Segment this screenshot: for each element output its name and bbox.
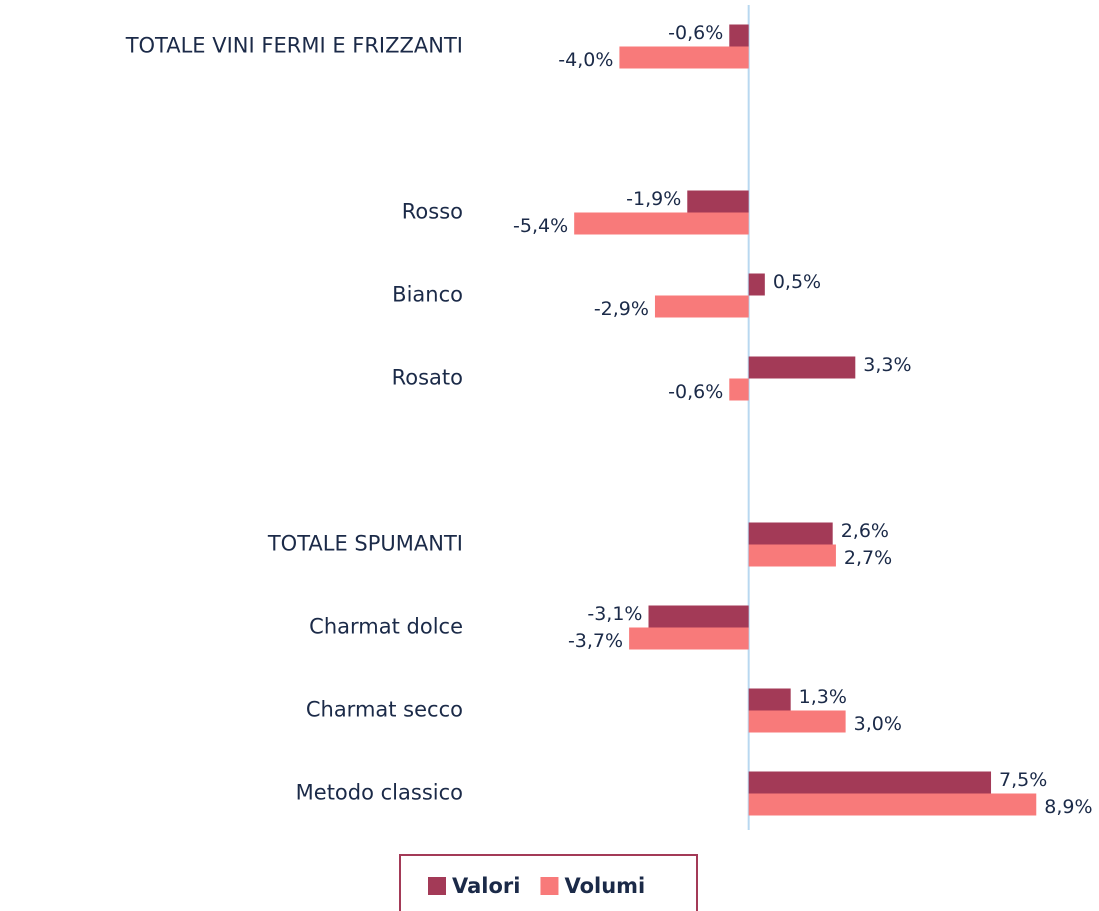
category-label: Charmat secco [306,698,463,722]
category-label: Metodo classico [296,781,463,805]
data-label: -5,4% [513,215,568,237]
bar [729,24,749,47]
category-label: Charmat dolce [309,615,463,639]
data-label: 3,3% [863,354,911,376]
data-label: 0,5% [773,271,821,293]
category-label: Rosso [402,200,463,224]
data-label: 7,5% [999,769,1047,791]
data-label: 8,9% [1044,796,1092,818]
bar [748,710,846,733]
legend-swatch [428,877,446,895]
bar [729,378,749,401]
category-label: Rosato [392,366,463,390]
legend-label: Volumi [564,874,645,898]
bar [748,273,765,296]
data-label: -3,7% [568,630,623,652]
data-label: -1,9% [626,188,681,210]
data-label: -4,0% [558,49,613,71]
legend-label: Valori [452,874,520,898]
data-label: 2,7% [844,547,892,569]
bar [748,522,833,545]
bar [619,46,749,69]
bar [748,771,992,794]
legend-box [399,854,698,911]
bar [629,627,749,650]
legend-swatch [540,877,559,895]
bar [574,212,749,235]
data-label: -0,6% [668,381,723,403]
bar [748,356,856,379]
data-label: 1,3% [799,686,847,708]
bar [748,793,1037,816]
bar [648,605,749,628]
data-label: 2,6% [841,520,889,542]
data-label: 3,0% [854,713,902,735]
data-label: -0,6% [668,22,723,44]
data-label: -3,1% [587,603,642,625]
bar [687,190,749,213]
data-label: -2,9% [594,298,649,320]
bar [748,688,791,711]
bar [654,295,749,318]
category-label: TOTALE SPUMANTI [267,532,463,556]
category-label: TOTALE VINI FERMI E FRIZZANTI [125,34,463,58]
bar [748,544,836,567]
category-label: Bianco [392,283,463,307]
